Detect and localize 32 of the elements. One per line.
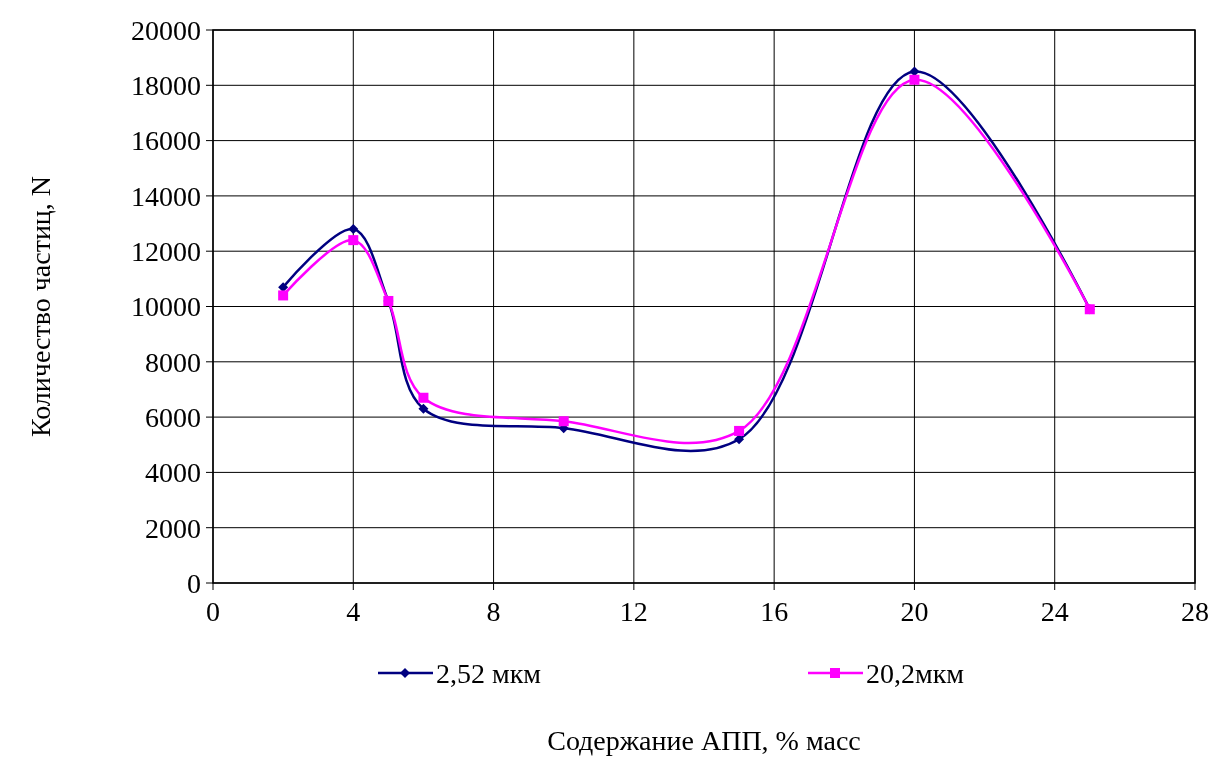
point — [734, 434, 745, 445]
point — [348, 235, 359, 246]
point — [909, 74, 920, 85]
y-tick-label: 14000 — [131, 180, 201, 212]
x-tick-label: 24 — [1040, 596, 1069, 627]
y-tick-label: 18000 — [131, 70, 201, 102]
x-tick-label: 0 — [206, 596, 220, 627]
point — [558, 416, 569, 427]
y-tick-label: 8000 — [145, 346, 201, 378]
x-tick-label: 16 — [760, 596, 789, 627]
point — [418, 392, 429, 403]
y-tick-label: 10000 — [131, 291, 201, 323]
point — [734, 425, 745, 436]
point — [278, 290, 289, 301]
x-tick-label: 12 — [619, 596, 648, 627]
x-tick-label: 28 — [1181, 596, 1209, 627]
legend-label: 2,52 мкм — [436, 657, 542, 689]
point — [348, 224, 359, 235]
y-tick-label: 12000 — [131, 236, 201, 267]
y-tick-label: 6000 — [145, 401, 201, 433]
y-tick-label: 0 — [187, 567, 201, 599]
point — [418, 403, 429, 414]
x-tick-label: 4 — [346, 596, 361, 627]
y-axis-title: Количество частиц, N — [25, 175, 56, 438]
y-tick-label: 20000 — [131, 14, 201, 46]
x-tick-label: 20 — [900, 596, 929, 627]
legend-label: 20,2мкм — [866, 657, 965, 689]
x-axis-title: Содержание АПП, % масс — [547, 725, 861, 756]
x-tick-label: 8 — [486, 596, 501, 627]
y-tick-label: 4000 — [145, 457, 201, 489]
y-tick-label: 16000 — [131, 125, 201, 157]
y-tick-label: 2000 — [145, 512, 201, 544]
